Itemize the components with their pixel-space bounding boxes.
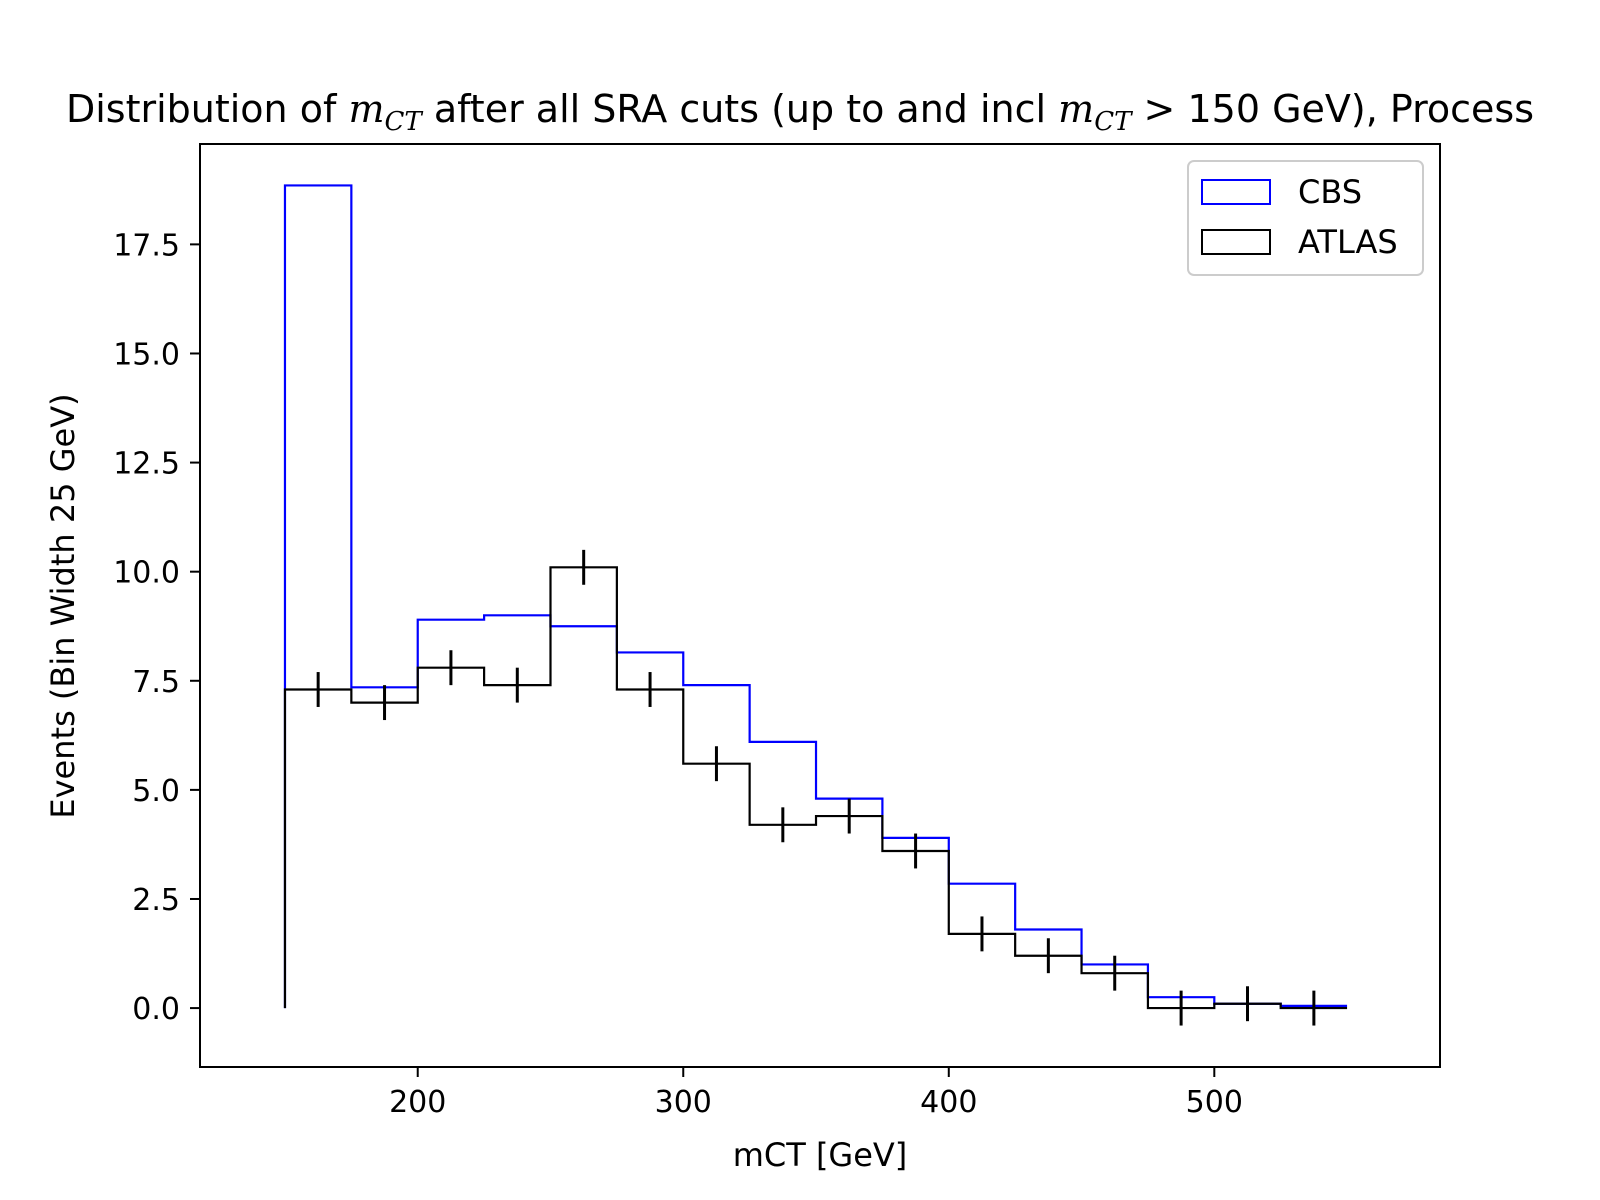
y-tick-label: 7.5: [132, 665, 180, 700]
legend-swatch-cbs: [1201, 179, 1271, 205]
title-var2: m: [1058, 87, 1094, 131]
plot-frame: [199, 143, 1441, 1068]
y-tick-label: 0.0: [132, 992, 180, 1027]
y-axis-ticks: 0.0 2.5 5.0 7.5 10.0 12.5 15.0 17.5: [113, 228, 200, 1027]
y-tick-label: 12.5: [113, 447, 180, 482]
y-axis-label: Events (Bin Width 25 GeV): [44, 393, 82, 818]
title-sub2: CT: [1094, 107, 1133, 137]
legend-label-cbs: CBS: [1298, 173, 1362, 211]
y-tick-label: 5.0: [132, 774, 180, 809]
x-tick-label: 300: [655, 1085, 712, 1120]
x-tick-label: 200: [389, 1085, 446, 1120]
chart-title: Distribution of mCT after all SRA cuts (…: [66, 87, 1534, 137]
x-axis-ticks: 200 300 400 500: [389, 1067, 1243, 1120]
y-tick-label: 17.5: [113, 228, 180, 263]
series-cbs-step: [283, 184, 1348, 1009]
series-atlas-step: [283, 566, 1348, 1010]
y-tick-label: 2.5: [132, 883, 180, 918]
y-tick-label: 15.0: [113, 337, 180, 372]
y-tick-label: 10.0: [113, 556, 180, 591]
title-prefix: Distribution of: [66, 87, 348, 131]
title-cmp: > 150 GeV), Process: [1131, 87, 1534, 131]
legend: CBS ATLAS: [1187, 160, 1424, 276]
title-middle: after all SRA cuts (up to and incl: [422, 87, 1058, 131]
x-tick-label: 400: [920, 1085, 977, 1120]
x-tick-label: 500: [1186, 1085, 1243, 1120]
legend-swatch-atlas: [1201, 229, 1271, 255]
legend-label-atlas: ATLAS: [1298, 223, 1398, 261]
title-var1: m: [348, 87, 384, 131]
legend-box: [1187, 160, 1424, 276]
title-sub1: CT: [384, 107, 423, 137]
series-layer: [283, 184, 1348, 1026]
x-axis-label: mCT [GeV]: [733, 1136, 908, 1174]
